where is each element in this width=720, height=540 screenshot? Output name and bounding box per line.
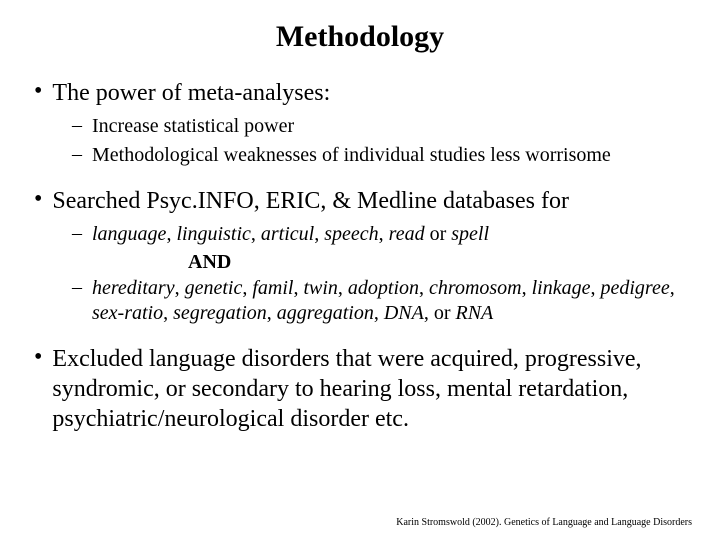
bullet-text: Excluded language disorders that were ac… <box>52 344 692 434</box>
search-term: RNA <box>456 302 494 324</box>
bullet-dot: • <box>34 186 42 213</box>
search-term: segregation <box>173 302 267 324</box>
bullet-dash: – <box>72 276 82 299</box>
search-term: sex-ratio <box>92 302 163 324</box>
search-terms-line-2: hereditary, genetic, famil, twin, adopti… <box>92 276 692 326</box>
sub-methodological: – Methodological weaknesses of individua… <box>72 143 692 168</box>
search-term: twin <box>303 277 337 299</box>
search-term: linkage <box>532 277 591 299</box>
sub-text: Increase statistical power <box>92 114 692 139</box>
search-term: famil <box>252 277 293 299</box>
bullet-dash: – <box>72 143 82 166</box>
and-connector: AND <box>188 251 692 274</box>
sub-search-terms-1: – language, linguistic, articul, speech,… <box>72 222 692 247</box>
citation-text: Karin Stromswold (2002). Genetics of Lan… <box>396 517 692 528</box>
bullet-dot: • <box>34 344 42 371</box>
search-term: chromosom <box>429 277 522 299</box>
search-term: spell <box>451 223 489 245</box>
search-term: hereditary <box>92 277 175 299</box>
bullet-searched: • Searched Psyc.INFO, ERIC, & Medline da… <box>34 186 692 216</box>
search-term: read <box>389 223 425 245</box>
bullet-dot: • <box>34 78 42 105</box>
bullet-text: Searched Psyc.INFO, ERIC, & Medline data… <box>52 186 692 216</box>
search-term: pedigree <box>601 277 670 299</box>
search-term: speech <box>324 223 378 245</box>
sub-search-terms-2: – hereditary, genetic, famil, twin, adop… <box>72 276 692 326</box>
bullet-dash: – <box>72 222 82 245</box>
bullet-dash: – <box>72 114 82 137</box>
search-term: aggregation <box>277 302 374 324</box>
search-term: language <box>92 223 166 245</box>
search-terms-line-1: language, linguistic, articul, speech, r… <box>92 222 692 247</box>
search-term: DNA <box>384 302 424 324</box>
search-term: genetic <box>185 277 243 299</box>
bullet-text: The power of meta-analyses: <box>52 78 692 108</box>
search-term: adoption <box>348 277 419 299</box>
search-term: articul <box>261 223 314 245</box>
sub-text: Methodological weaknesses of individual … <box>92 143 692 168</box>
sub-increase-power: – Increase statistical power <box>72 114 692 139</box>
bullet-excluded: • Excluded language disorders that were … <box>34 344 692 434</box>
search-term: linguistic <box>176 223 250 245</box>
bullet-meta-analyses: • The power of meta-analyses: <box>34 78 692 108</box>
slide-title: Methodology <box>28 20 692 54</box>
